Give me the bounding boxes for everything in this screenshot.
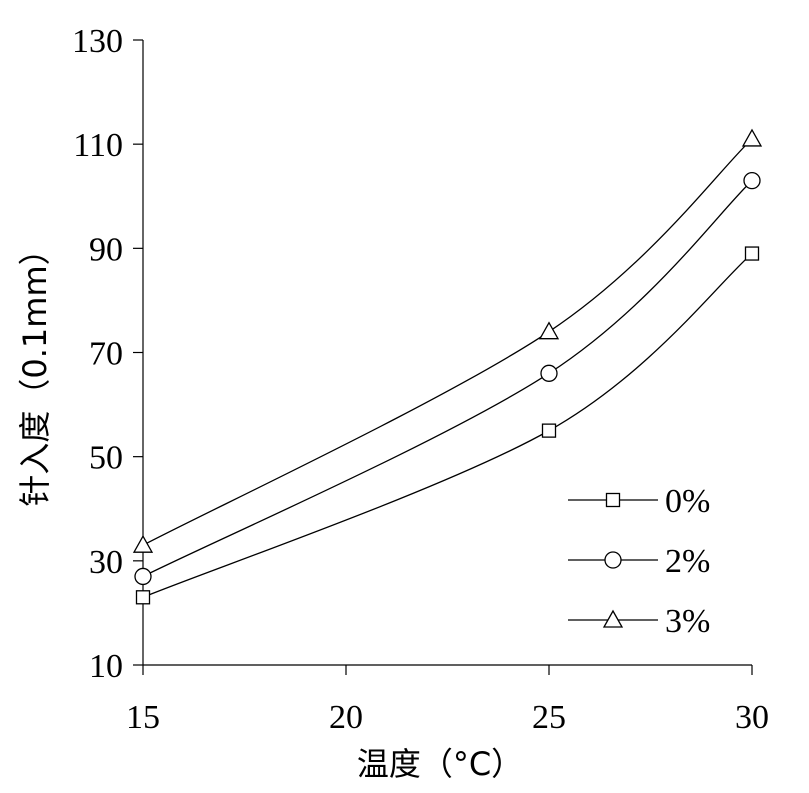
data-point-triangle [741, 128, 763, 147]
legend-item: 0% [568, 483, 710, 520]
y-tick-label: 110 [73, 127, 123, 164]
series-triangle [132, 128, 763, 553]
y-axis-title: 针入度（0.1mm） [16, 233, 54, 506]
x-tick-label: 30 [735, 699, 769, 736]
data-point-square [541, 423, 557, 438]
legend-label: 2% [665, 543, 710, 580]
series-line [142, 138, 753, 546]
series-line [142, 180, 753, 578]
y-tick-label: 30 [89, 544, 123, 581]
y-tick-label: 50 [89, 440, 123, 477]
series-circle [134, 171, 761, 586]
legend-marker-circle [604, 551, 622, 569]
series-layer [132, 128, 763, 605]
axes: 10 30 50 70 90 110 130 15 20 25 30 [72, 23, 769, 736]
y-tick-label: 90 [89, 231, 123, 268]
data-point-square [744, 246, 760, 261]
data-point-square [135, 590, 151, 605]
series-square [135, 246, 760, 605]
y-tick-label: 10 [89, 648, 123, 685]
data-point-circle [540, 364, 558, 382]
legend: 0% 2% 3% [568, 483, 710, 640]
data-point-circle [743, 171, 761, 190]
x-tick-label: 15 [126, 699, 160, 736]
legend-marker-triangle [602, 609, 624, 628]
legend-marker-square [605, 492, 621, 508]
legend-item: 2% [568, 543, 710, 580]
x-tick-label: 20 [329, 699, 363, 736]
legend-item: 3% [568, 603, 710, 640]
legend-label: 3% [665, 603, 710, 640]
x-axis-title: 温度（°C） [357, 745, 523, 783]
data-point-circle [134, 567, 152, 586]
y-tick-label: 130 [72, 23, 123, 60]
x-tick-label: 25 [532, 699, 566, 736]
legend-label: 0% [665, 483, 710, 520]
y-tick-label: 70 [89, 336, 123, 373]
data-point-triangle [538, 321, 560, 340]
series-line [142, 253, 753, 598]
data-point-triangle [132, 534, 154, 553]
